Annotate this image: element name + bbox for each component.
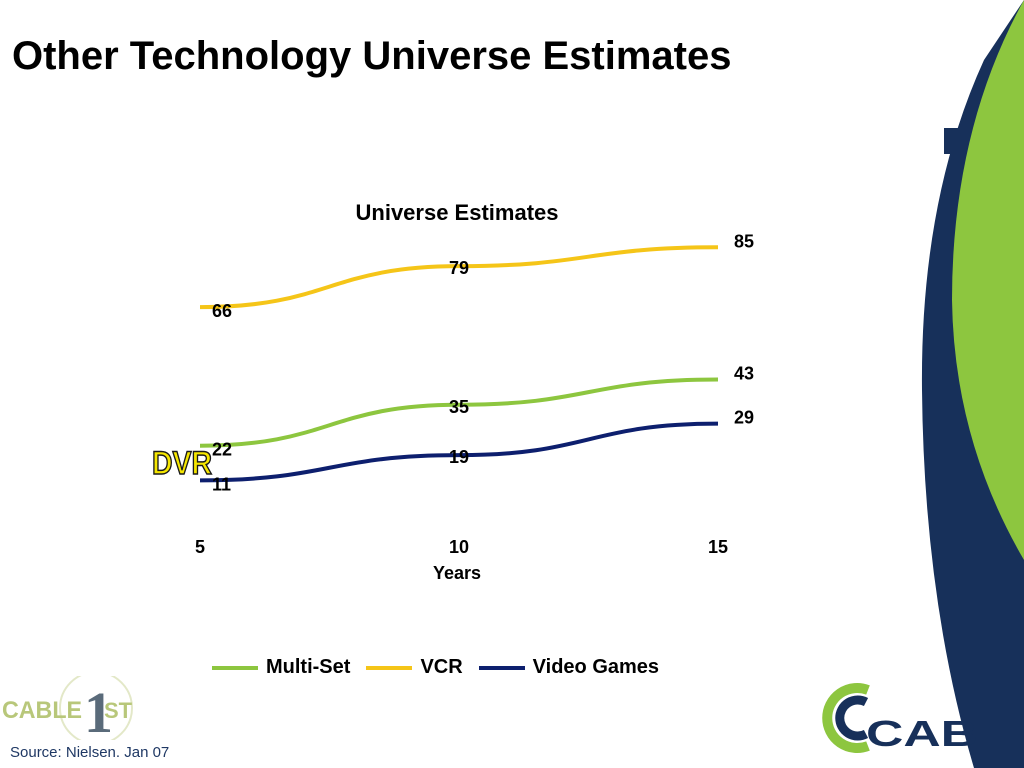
cable-logo-ring — [59, 676, 133, 740]
chart-title: Universe Estimates — [356, 200, 559, 225]
legend-item-video-games: Video Games — [478, 656, 660, 679]
legend-item-multi-set: Multi-Set — [212, 656, 350, 679]
source-note: Source: Nielsen. Jan 07 — [10, 744, 170, 761]
x-tick-label-5: 5 — [195, 537, 205, 557]
x-tick-label-15: 15 — [708, 537, 728, 557]
dvr-annotation: DVR — [152, 445, 212, 481]
x-tick-label-10: 10 — [449, 537, 469, 557]
series-layer: 22 35 43 66 79 85 11 19 29 — [199, 231, 754, 494]
cable-logo-suffix: ST — [104, 698, 133, 723]
cable-logo-numeral: 1 — [84, 680, 113, 740]
data-label-video-games-15: 29 — [734, 408, 754, 428]
legend-label-vcr: VCR — [420, 656, 463, 678]
chart-legend: Multi-Set VCR Video Games — [212, 656, 659, 679]
cable-1st-logo: 1 CABLE ST — [2, 676, 133, 740]
data-label-video-games-10: 19 — [449, 447, 469, 467]
data-label-vcr-5: 66 — [212, 301, 232, 321]
x-tick-layer: 5 10 15 — [195, 537, 728, 557]
x-axis-label: Years — [433, 563, 481, 583]
series-line-multi-set — [199, 377, 719, 448]
data-label-vcr-15: 85 — [734, 231, 754, 251]
slide-title: Other Technology Universe Estimates — [12, 34, 732, 78]
cab-logo-arc-green — [822, 683, 870, 753]
legend-swatch-multi-set — [212, 665, 258, 670]
cab-logo-arc-navy — [835, 695, 869, 741]
legend-item-vcr: VCR — [366, 656, 463, 679]
cab-logo: CAB — [822, 683, 978, 754]
series-line-vcr — [199, 245, 719, 310]
cab-logo-text: CAB — [866, 713, 978, 754]
data-label-multi-set-5: 22 — [212, 440, 232, 460]
legend-swatch-vcr — [366, 665, 413, 670]
legend-label-multi-set: Multi-Set — [266, 656, 351, 678]
cable-logo-text: CABLE — [2, 697, 82, 724]
deco-green-shape — [952, 0, 1024, 560]
data-label-video-games-5: 11 — [212, 474, 231, 494]
data-label-vcr-10: 79 — [449, 258, 469, 278]
decorative-side-shapes — [921, 0, 1024, 768]
data-label-multi-set-15: 43 — [734, 364, 754, 384]
series-line-video-games — [199, 421, 719, 483]
data-label-multi-set-10: 35 — [449, 397, 469, 417]
legend-swatch-video-games — [478, 665, 525, 670]
deco-navy-tab — [944, 128, 958, 154]
legend-label-video-games: Video Games — [532, 656, 660, 678]
